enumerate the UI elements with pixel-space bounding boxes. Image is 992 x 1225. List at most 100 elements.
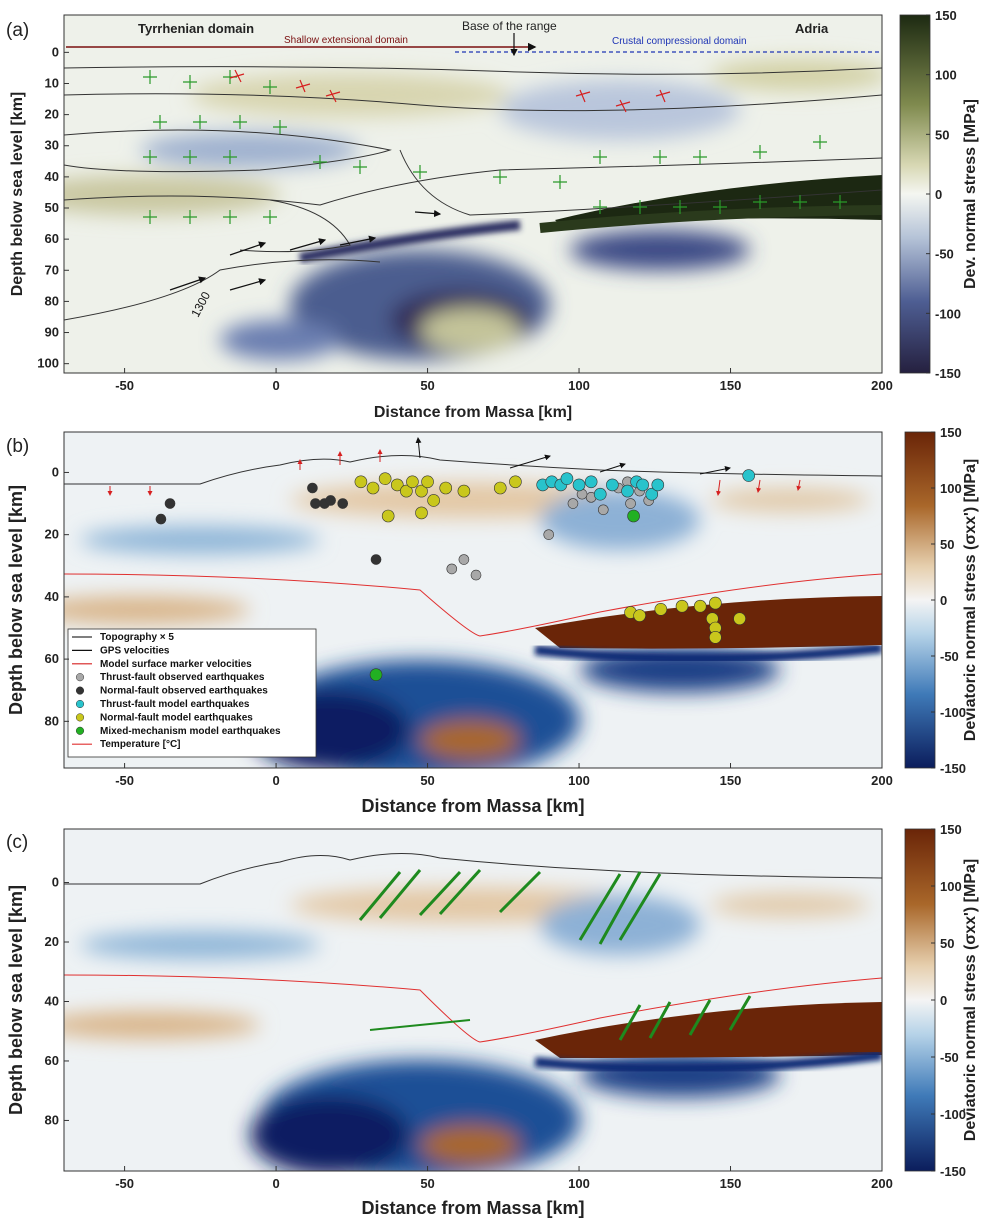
shallow-domain-label: Shallow extensional domain	[284, 35, 408, 46]
earthquake-point	[709, 596, 722, 610]
y-tick-label: 30	[45, 138, 59, 153]
stress-crosses	[143, 70, 847, 224]
earthquake-point	[439, 481, 453, 495]
panel-c-colorbar	[904, 828, 936, 1172]
earthquake-point	[325, 495, 336, 506]
colorbar-tick-label: -50	[940, 649, 959, 664]
earthquake-point	[446, 563, 458, 575]
earthquake-point	[366, 481, 380, 495]
legend-swatch	[75, 713, 85, 722]
earthquake-point	[597, 504, 609, 516]
y-tick-label: 100	[37, 356, 59, 371]
red-crosses	[229, 69, 671, 113]
earthquake-point	[654, 603, 668, 616]
x-tick-label: 150	[720, 1176, 742, 1191]
earthquake-point	[543, 529, 555, 540]
panel-a-xlabel: Distance from Massa [km]	[374, 404, 572, 421]
x-tick-label: 50	[420, 378, 434, 393]
panel-b-xlabel: Distance from Massa [km]	[361, 796, 584, 816]
panel-a-y-ticks: 0 10 20 30 40 50 60 70 80 90 100	[37, 44, 69, 371]
failure-zones	[358, 868, 752, 1041]
earthquake-point	[457, 484, 471, 498]
earthquake-point	[310, 498, 321, 509]
panel-b: (b)	[6, 425, 979, 816]
earthquake-point	[733, 612, 746, 625]
panel-a-field: 1300	[64, 15, 882, 373]
colorbar-tick-label: 0	[940, 593, 947, 608]
y-tick-label: 20	[45, 107, 59, 122]
panel-c-x-ticks: -50 0 50 100 150 200	[115, 1166, 893, 1191]
earthquake-point	[636, 478, 649, 492]
earthquake-point	[378, 472, 392, 485]
earthquake-point	[421, 475, 434, 489]
colorbar-tick-label: -100	[935, 306, 961, 321]
y-tick-label: 50	[45, 200, 59, 215]
earthquake-point	[370, 554, 382, 565]
colorbar-tick-label: 150	[935, 8, 957, 23]
x-tick-label: 200	[871, 1176, 893, 1191]
earthquake-point	[560, 472, 574, 485]
y-tick-label: 40	[45, 169, 59, 184]
panel-c-colorbar-label: Deviatoric normal stress (σxx') [MPa]	[962, 859, 979, 1141]
earthquake-point	[415, 484, 428, 498]
y-tick-label: 60	[45, 651, 59, 666]
topography-line	[64, 455, 882, 485]
y-tick-label: 0	[52, 464, 59, 479]
earthquake-point	[369, 668, 383, 681]
panel-c-xlabel: Distance from Massa [km]	[361, 1198, 584, 1218]
y-tick-label: 90	[45, 325, 59, 340]
x-tick-label: 0	[272, 1176, 279, 1191]
colorbar-tick-label: -100	[940, 1107, 966, 1122]
legend-label: GPS velocities	[100, 645, 170, 656]
base-range-label: Base of the range	[462, 19, 557, 33]
earthquake-point	[381, 509, 395, 523]
earthquake-point	[709, 631, 722, 644]
y-tick-label: 40	[45, 993, 59, 1008]
y-tick-label: 20	[45, 527, 59, 542]
panel-a-colorbar	[899, 14, 931, 374]
earthquake-point	[645, 487, 659, 501]
earthquake-point	[155, 513, 167, 525]
colorbar-tick-label: 0	[935, 187, 942, 202]
earthquake-point	[567, 498, 579, 509]
panel-c-label: (c)	[6, 832, 28, 853]
panel-a-colorbar-label: Dev. normal stress [MPa]	[962, 99, 979, 289]
earthquake-point	[651, 478, 665, 492]
y-tick-label: 80	[45, 293, 59, 308]
x-tick-label: 0	[272, 773, 279, 788]
earthquake-point	[627, 509, 640, 523]
legend-label: Normal-fault model earthquakes	[100, 712, 253, 723]
earthquake-point	[390, 478, 404, 492]
panel-b-colorbar-label: Deviatoric normal stress (σxx') [MPa]	[962, 459, 979, 741]
earthquake-point	[427, 494, 440, 507]
x-tick-label: -50	[115, 1176, 134, 1191]
panel-b-colorbar	[904, 431, 936, 769]
y-tick-label: 60	[45, 231, 59, 246]
y-tick-label: 80	[45, 713, 59, 728]
x-tick-label: 100	[568, 378, 590, 393]
x-tick-label: 150	[720, 773, 742, 788]
panel-c-field	[64, 829, 882, 1171]
earthquake-point	[584, 475, 598, 489]
x-tick-label: 200	[871, 773, 893, 788]
panel-c-ylabel: Depth below sea level [km]	[6, 885, 26, 1115]
legend-swatch	[75, 699, 85, 709]
earthquake-point	[493, 481, 507, 495]
panel-a-x-ticks: -50 0 50 100 150 200	[115, 368, 893, 393]
y-tick-label: 20	[45, 934, 59, 949]
earthquake-point	[400, 484, 413, 498]
earthquake-point	[742, 469, 755, 482]
legend-label: Normal-fault observed earthquakes	[100, 686, 268, 697]
temperature-line	[64, 573, 882, 637]
panel-a-label: (a)	[6, 20, 29, 41]
earthquake-point	[470, 569, 482, 581]
earthquake-point	[458, 554, 470, 565]
adria-label: Adria	[795, 21, 829, 36]
earthquake-point	[509, 475, 522, 489]
earthquake-point	[625, 498, 636, 509]
panel-b-colorbar-ticks: 150 100 50 0 -50 -100 -150	[931, 425, 966, 776]
velocity-arrows	[169, 209, 442, 291]
colorbar-tick-label: 100	[935, 68, 957, 83]
panel-b-legend: Topography × 5 GPS velocities Model surfac…	[67, 628, 317, 758]
